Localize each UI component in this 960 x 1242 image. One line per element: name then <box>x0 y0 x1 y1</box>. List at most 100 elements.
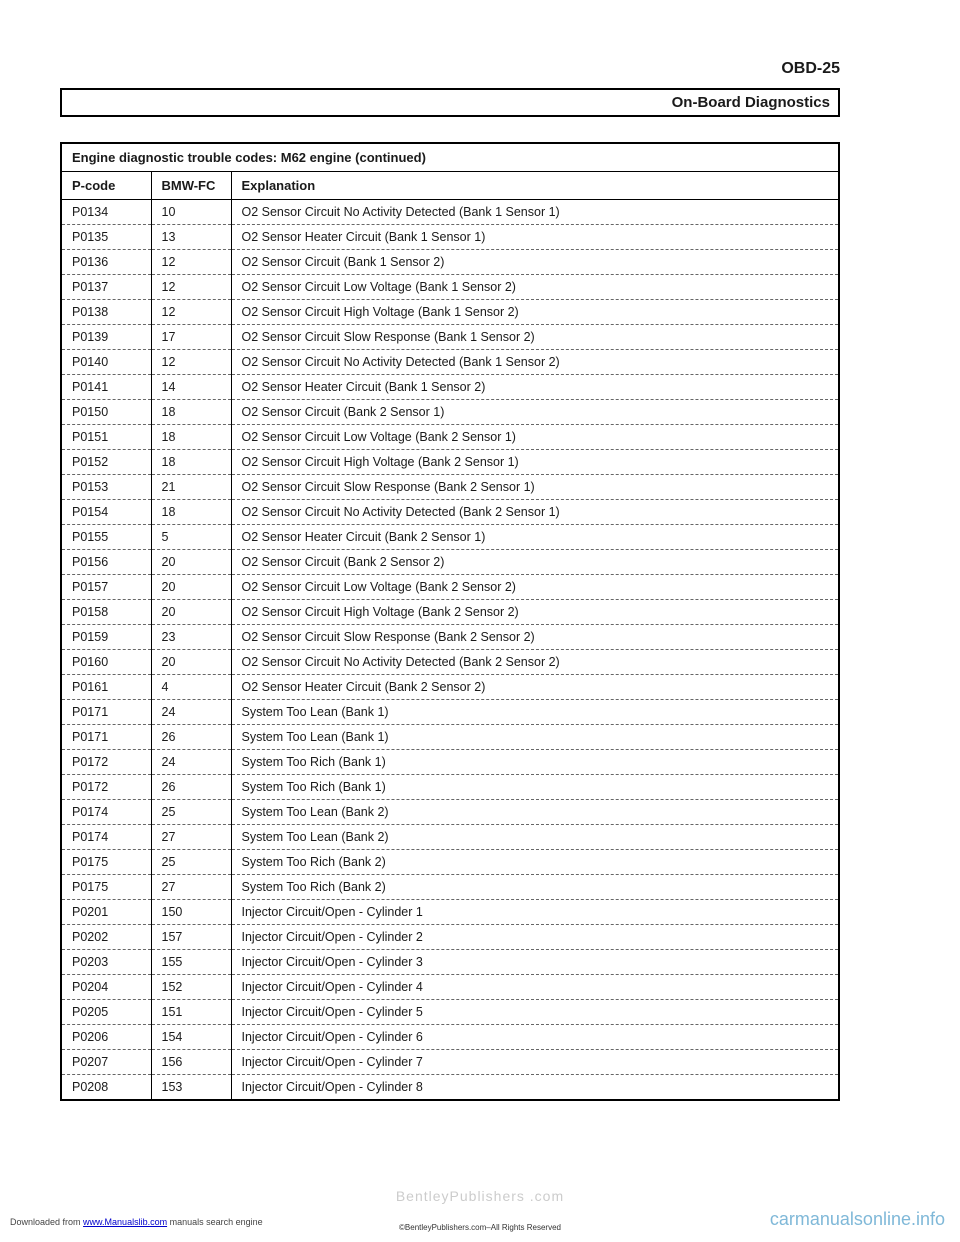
table-row: P013812O2 Sensor Circuit High Voltage (B… <box>61 300 839 325</box>
cell-bmwfc: 14 <box>151 375 231 400</box>
cell-pcode: P0175 <box>61 875 151 900</box>
cell-explanation: O2 Sensor Circuit High Voltage (Bank 1 S… <box>231 300 839 325</box>
table-row: P0202157Injector Circuit/Open - Cylinder… <box>61 925 839 950</box>
cell-bmwfc: 26 <box>151 775 231 800</box>
cell-pcode: P0160 <box>61 650 151 675</box>
table-row: P014114O2 Sensor Heater Circuit (Bank 1 … <box>61 375 839 400</box>
cell-pcode: P0175 <box>61 850 151 875</box>
cell-bmwfc: 12 <box>151 350 231 375</box>
table-row: P0206154Injector Circuit/Open - Cylinder… <box>61 1025 839 1050</box>
cell-bmwfc: 152 <box>151 975 231 1000</box>
table-row: P0205151Injector Circuit/Open - Cylinder… <box>61 1000 839 1025</box>
cell-explanation: O2 Sensor Circuit (Bank 2 Sensor 1) <box>231 400 839 425</box>
cell-explanation: System Too Lean (Bank 1) <box>231 700 839 725</box>
cell-explanation: O2 Sensor Heater Circuit (Bank 2 Sensor … <box>231 675 839 700</box>
cell-explanation: Injector Circuit/Open - Cylinder 3 <box>231 950 839 975</box>
cell-bmwfc: 21 <box>151 475 231 500</box>
table-row: P015321O2 Sensor Circuit Slow Response (… <box>61 475 839 500</box>
cell-bmwfc: 151 <box>151 1000 231 1025</box>
cell-pcode: P0138 <box>61 300 151 325</box>
cell-bmwfc: 24 <box>151 700 231 725</box>
cell-pcode: P0158 <box>61 600 151 625</box>
cell-explanation: Injector Circuit/Open - Cylinder 7 <box>231 1050 839 1075</box>
cell-bmwfc: 154 <box>151 1025 231 1050</box>
table-row: P017224System Too Rich (Bank 1) <box>61 750 839 775</box>
table-row: P013612O2 Sensor Circuit (Bank 1 Sensor … <box>61 250 839 275</box>
table-row: P0204152Injector Circuit/Open - Cylinder… <box>61 975 839 1000</box>
cell-bmwfc: 17 <box>151 325 231 350</box>
cell-bmwfc: 20 <box>151 575 231 600</box>
table-row: P01614O2 Sensor Heater Circuit (Bank 2 S… <box>61 675 839 700</box>
table-row: P017427System Too Lean (Bank 2) <box>61 825 839 850</box>
table-header-row: P-code BMW-FC Explanation <box>61 172 839 200</box>
cell-bmwfc: 157 <box>151 925 231 950</box>
cell-explanation: O2 Sensor Circuit No Activity Detected (… <box>231 500 839 525</box>
col-header-explanation: Explanation <box>231 172 839 200</box>
cell-bmwfc: 12 <box>151 275 231 300</box>
cell-explanation: O2 Sensor Circuit Slow Response (Bank 2 … <box>231 475 839 500</box>
col-header-bmwfc: BMW-FC <box>151 172 231 200</box>
cell-pcode: P0157 <box>61 575 151 600</box>
cell-bmwfc: 27 <box>151 825 231 850</box>
cell-pcode: P0150 <box>61 400 151 425</box>
cell-explanation: O2 Sensor Circuit Low Voltage (Bank 2 Se… <box>231 425 839 450</box>
table-row: P015620O2 Sensor Circuit (Bank 2 Sensor … <box>61 550 839 575</box>
cell-explanation: System Too Lean (Bank 2) <box>231 800 839 825</box>
cell-bmwfc: 5 <box>151 525 231 550</box>
table-row: P013513O2 Sensor Heater Circuit (Bank 1 … <box>61 225 839 250</box>
cell-pcode: P0139 <box>61 325 151 350</box>
table-row: P013712O2 Sensor Circuit Low Voltage (Ba… <box>61 275 839 300</box>
cell-pcode: P0203 <box>61 950 151 975</box>
cell-explanation: O2 Sensor Circuit High Voltage (Bank 2 S… <box>231 450 839 475</box>
cell-explanation: Injector Circuit/Open - Cylinder 5 <box>231 1000 839 1025</box>
cell-explanation: O2 Sensor Circuit Low Voltage (Bank 1 Se… <box>231 275 839 300</box>
table-row: P017525System Too Rich (Bank 2) <box>61 850 839 875</box>
cell-bmwfc: 156 <box>151 1050 231 1075</box>
cell-pcode: P0151 <box>61 425 151 450</box>
cell-pcode: P0202 <box>61 925 151 950</box>
cell-bmwfc: 27 <box>151 875 231 900</box>
cell-pcode: P0206 <box>61 1025 151 1050</box>
cell-pcode: P0207 <box>61 1050 151 1075</box>
table-row: P0208153Injector Circuit/Open - Cylinder… <box>61 1075 839 1101</box>
table-row: P017425System Too Lean (Bank 2) <box>61 800 839 825</box>
table-body: P013410O2 Sensor Circuit No Activity Det… <box>61 200 839 1101</box>
dtc-table: Engine diagnostic trouble codes: M62 eng… <box>60 142 840 1101</box>
table-row: P0201150Injector Circuit/Open - Cylinder… <box>61 900 839 925</box>
table-row: P015118O2 Sensor Circuit Low Voltage (Ba… <box>61 425 839 450</box>
cell-bmwfc: 24 <box>151 750 231 775</box>
cell-explanation: O2 Sensor Circuit Slow Response (Bank 1 … <box>231 325 839 350</box>
cell-pcode: P0172 <box>61 750 151 775</box>
cell-pcode: P0174 <box>61 800 151 825</box>
cell-bmwfc: 10 <box>151 200 231 225</box>
table-row: P015720O2 Sensor Circuit Low Voltage (Ba… <box>61 575 839 600</box>
cell-bmwfc: 12 <box>151 300 231 325</box>
cell-explanation: System Too Lean (Bank 2) <box>231 825 839 850</box>
cell-explanation: Injector Circuit/Open - Cylinder 4 <box>231 975 839 1000</box>
page-header: OBD-25 <box>60 60 840 78</box>
cell-pcode: P0205 <box>61 1000 151 1025</box>
cell-bmwfc: 18 <box>151 450 231 475</box>
cell-bmwfc: 18 <box>151 425 231 450</box>
cell-explanation: O2 Sensor Circuit No Activity Detected (… <box>231 650 839 675</box>
cell-pcode: P0201 <box>61 900 151 925</box>
table-row: P015018O2 Sensor Circuit (Bank 2 Sensor … <box>61 400 839 425</box>
cell-bmwfc: 18 <box>151 400 231 425</box>
cell-bmwfc: 20 <box>151 650 231 675</box>
cell-pcode: P0141 <box>61 375 151 400</box>
cell-explanation: Injector Circuit/Open - Cylinder 6 <box>231 1025 839 1050</box>
cell-pcode: P0171 <box>61 725 151 750</box>
cell-pcode: P0140 <box>61 350 151 375</box>
publisher-watermark: BentleyPublishers .com <box>0 1188 960 1204</box>
table-row: P013410O2 Sensor Circuit No Activity Det… <box>61 200 839 225</box>
cell-explanation: Injector Circuit/Open - Cylinder 8 <box>231 1075 839 1101</box>
cell-pcode: P0137 <box>61 275 151 300</box>
col-header-pcode: P-code <box>61 172 151 200</box>
cell-bmwfc: 13 <box>151 225 231 250</box>
cell-bmwfc: 23 <box>151 625 231 650</box>
cell-pcode: P0156 <box>61 550 151 575</box>
cell-bmwfc: 25 <box>151 850 231 875</box>
cell-explanation: O2 Sensor Circuit Slow Response (Bank 2 … <box>231 625 839 650</box>
cell-bmwfc: 150 <box>151 900 231 925</box>
cell-pcode: P0172 <box>61 775 151 800</box>
